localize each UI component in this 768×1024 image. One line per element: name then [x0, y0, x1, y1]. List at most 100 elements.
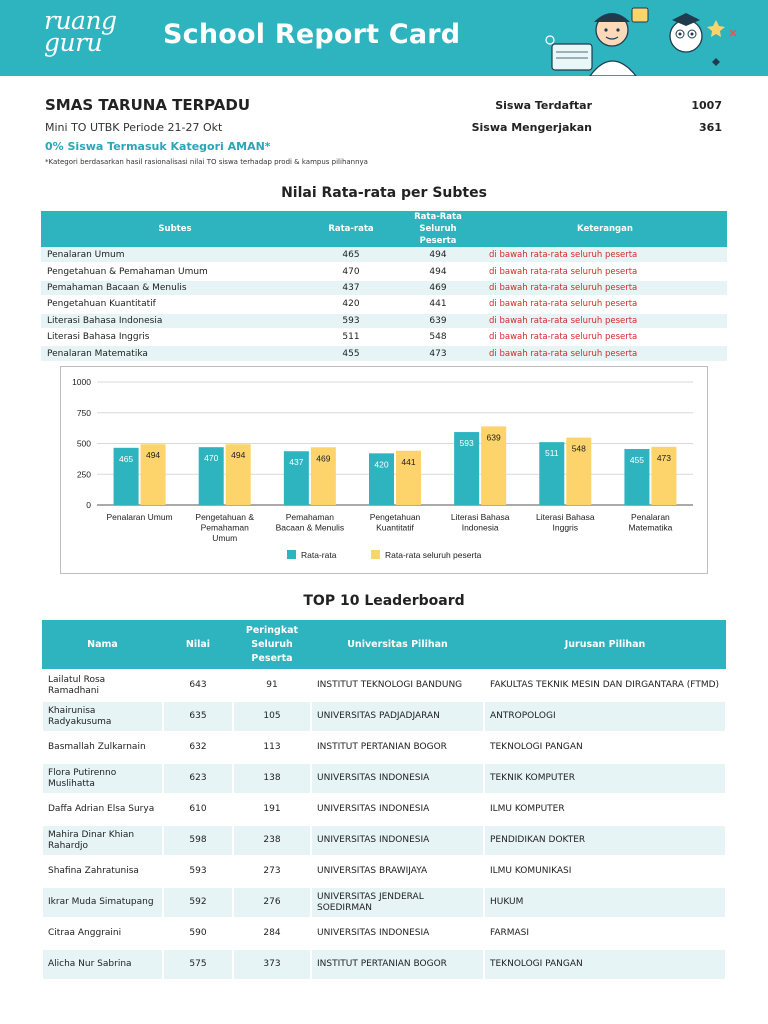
- bar-value-label: 511: [545, 448, 559, 458]
- bar-seluruh-peserta: [651, 446, 677, 505]
- keterangan-cell: di bawah rata-rata seluruh peserta: [483, 328, 727, 347]
- jurusan-cell: FARMASI: [483, 917, 727, 950]
- rata-rata-seluruh-cell: 469: [393, 279, 483, 298]
- rata-rata-cell: 465: [309, 247, 393, 265]
- subtes-cell: Penalaran Matematika: [41, 345, 309, 363]
- header-nama: Nama: [42, 620, 163, 670]
- legend-label: Rata-rata seluruh peserta: [385, 550, 482, 560]
- nama-cell: Flora Putirenno Muslihatta: [41, 762, 164, 795]
- universitas-cell: UNIVERSITAS JENDERAL SOEDIRMAN: [310, 886, 485, 919]
- x-tick-label: Penalaran: [631, 512, 670, 522]
- x-tick-label: Pemahaman: [286, 512, 334, 522]
- x-tick-label: Penalaran Umum: [107, 512, 173, 522]
- peringkat-cell: 113: [232, 731, 312, 764]
- leaderboard-title: TOP 10 Leaderboard: [303, 593, 465, 609]
- nama-cell: Mahira Dinar Khian Rahardjo: [41, 824, 164, 857]
- rata-rata-cell: 420: [309, 296, 393, 314]
- subtes-cell: Pemahaman Bacaan & Menulis: [41, 279, 309, 298]
- keterangan-cell: di bawah rata-rata seluruh peserta: [483, 279, 727, 298]
- universitas-cell: UNIVERSITAS INDONESIA: [310, 917, 485, 950]
- x-tick-label: Literasi Bahasa: [451, 512, 510, 522]
- student-illustration-icon: [545, 7, 737, 76]
- jurusan-cell: FAKULTAS TEKNIK MESIN DAN DIRGANTARA (FT…: [483, 669, 727, 702]
- table-row: Khairunisa Radyakusuma 635 105 UNIVERSITAS …: [41, 700, 727, 733]
- nama-cell: Khairunisa Radyakusuma: [41, 700, 164, 733]
- bar-value-label: 469: [316, 453, 330, 463]
- nama-cell: Alicha Nur Sabrina: [41, 948, 164, 981]
- ruangguru-logo: ruang guru: [44, 6, 117, 55]
- header-universitas: Universitas Pilihan: [311, 620, 484, 670]
- universitas-cell: INSTITUT TEKNOLOGI BANDUNG: [310, 669, 485, 702]
- jurusan-cell: TEKNIK KOMPUTER: [483, 762, 727, 795]
- bar-rata-rata: [113, 447, 139, 505]
- x-tick-label: Bacaan & Menulis: [276, 523, 345, 533]
- bar-seluruh-peserta: [481, 426, 507, 505]
- keterangan-cell: di bawah rata-rata seluruh peserta: [483, 263, 727, 281]
- nama-cell: Citraa Anggraini: [41, 917, 164, 950]
- subtes-cell: Penalaran Umum: [41, 247, 309, 265]
- nilai-cell: 590: [162, 917, 234, 950]
- bar-value-label: 470: [204, 453, 218, 463]
- subtes-table: Subtes Rata-rata Rata-Rata Seluruh Peser…: [41, 211, 727, 363]
- header-jurusan: Jurusan Pilihan: [484, 620, 726, 670]
- rata-rata-cell: 437: [309, 279, 393, 298]
- bar-value-label: 639: [487, 432, 501, 442]
- header-keterangan: Keterangan: [483, 211, 727, 247]
- bar-seluruh-peserta: [310, 447, 336, 505]
- rata-rata-cell: 593: [309, 312, 393, 330]
- peringkat-cell: 273: [232, 855, 312, 888]
- keterangan-cell: di bawah rata-rata seluruh peserta: [483, 345, 727, 363]
- header-nilai: Nilai: [163, 620, 233, 670]
- table-row: Literasi Bahasa Inggris 511 548 di bawah ra…: [41, 328, 727, 347]
- nilai-cell: 593: [162, 855, 234, 888]
- nilai-cell: 575: [162, 948, 234, 981]
- table-row: Pengetahuan & Pemahaman Umum 470 494 di baw…: [41, 263, 727, 281]
- bar-seluruh-peserta: [140, 444, 166, 505]
- x-tick-label: Matematika: [628, 523, 672, 533]
- nilai-cell: 623: [162, 762, 234, 795]
- table-row: Daffa Adrian Elsa Surya 610 191 UNIVERSITAS…: [41, 793, 727, 826]
- subtes-cell: Literasi Bahasa Inggris: [41, 328, 309, 347]
- legend-swatch: [287, 550, 296, 559]
- universitas-cell: UNIVERSITAS BRAWIJAYA: [310, 855, 485, 888]
- nama-cell: Ikrar Muda Simatupang: [41, 886, 164, 919]
- page-title: School Report Card: [163, 19, 461, 50]
- leaderboard-table-header: Nama Nilai Peringkat Seluruh Peserta Uni…: [42, 620, 726, 670]
- x-tick-label: Pemahaman: [201, 523, 249, 533]
- peringkat-cell: 91: [232, 669, 312, 702]
- peringkat-cell: 373: [232, 948, 312, 981]
- subtes-table-header: Subtes Rata-rata Rata-Rata Seluruh Peser…: [41, 211, 727, 247]
- logo-line-1: ruang: [44, 6, 117, 35]
- jurusan-cell: TEKNOLOGI PANGAN: [483, 731, 727, 764]
- universitas-cell: UNIVERSITAS INDONESIA: [310, 824, 485, 857]
- table-row: Pengetahuan Kuantitatif 420 441 di bawah ra…: [41, 296, 727, 314]
- table-row: Pemahaman Bacaan & Menulis 437 469 di bawah…: [41, 279, 727, 298]
- leaderboard-table: Nama Nilai Peringkat Seluruh Peserta Uni…: [41, 620, 727, 981]
- universitas-cell: UNIVERSITAS INDONESIA: [310, 762, 485, 795]
- y-tick-label: 0: [86, 500, 91, 510]
- peringkat-cell: 105: [232, 700, 312, 733]
- x-tick-label: Indonesia: [462, 523, 499, 533]
- category-note: *Kategori berdasarkan hasil rasionalisas…: [45, 158, 368, 166]
- header-peringkat: Peringkat Seluruh Peserta: [233, 620, 311, 670]
- keterangan-cell: di bawah rata-rata seluruh peserta: [483, 247, 727, 265]
- table-row: Alicha Nur Sabrina 575 373 INSTITUT PERTANI…: [41, 948, 727, 981]
- rata-rata-seluruh-cell: 494: [393, 247, 483, 265]
- table-row: Citraa Anggraini 590 284 UNIVERSITAS INDONE…: [41, 917, 727, 950]
- keterangan-cell: di bawah rata-rata seluruh peserta: [483, 296, 727, 314]
- rata-rata-seluruh-cell: 639: [393, 312, 483, 330]
- bar-value-label: 455: [630, 455, 644, 465]
- jurusan-cell: PENDIDIKAN DOKTER: [483, 824, 727, 857]
- legend-swatch: [371, 550, 380, 559]
- bar-value-label: 437: [289, 457, 303, 467]
- table-row: Literasi Bahasa Indonesia 593 639 di bawah …: [41, 312, 727, 330]
- participating-students-value: 361: [699, 121, 722, 134]
- jurusan-cell: ILMU KOMPUTER: [483, 793, 727, 826]
- registered-students-label: Siswa Terdaftar: [495, 99, 592, 112]
- school-name: SMAS TARUNA TERPADU: [45, 96, 251, 114]
- nilai-cell: 632: [162, 731, 234, 764]
- bar-value-label: 441: [401, 457, 415, 467]
- bar-rata-rata: [624, 449, 650, 505]
- nama-cell: Basmallah Zulkarnain: [41, 731, 164, 764]
- x-tick-label: Kuantitatif: [376, 523, 414, 533]
